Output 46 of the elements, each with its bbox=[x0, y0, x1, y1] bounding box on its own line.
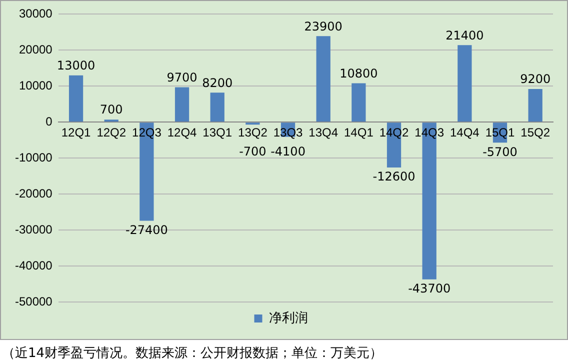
bar bbox=[316, 36, 330, 122]
data-label: 9200 bbox=[520, 72, 551, 86]
y-tick-label: -30000 bbox=[14, 222, 53, 236]
y-tick-label: 10000 bbox=[18, 78, 53, 92]
x-tick-label: 13Q4 bbox=[308, 126, 338, 140]
bar bbox=[528, 89, 542, 122]
x-tick-label: 12Q4 bbox=[167, 126, 198, 140]
data-label: 21400 bbox=[446, 28, 484, 42]
data-label: -27400 bbox=[125, 222, 168, 237]
data-label: 23900 bbox=[304, 19, 342, 34]
x-tick-label: 14Q3 bbox=[414, 126, 444, 140]
x-tick-label: 13Q3 bbox=[273, 126, 304, 140]
data-label: -5700 bbox=[482, 144, 518, 159]
y-tick-label: -50000 bbox=[14, 294, 53, 308]
data-label: -4100 bbox=[270, 144, 306, 158]
x-tick-label: 13Q1 bbox=[202, 126, 232, 140]
x-tick-label: 12Q1 bbox=[61, 126, 92, 140]
y-tick-label: 20000 bbox=[18, 42, 53, 56]
y-tick-label: -20000 bbox=[14, 186, 53, 200]
data-label: 13000 bbox=[56, 58, 96, 72]
y-tick-label: -40000 bbox=[14, 258, 53, 272]
data-label: -700 bbox=[239, 144, 266, 158]
text: （近14财季盈亏情况。数据来源：公开财报数据；单位：万美元） bbox=[1, 345, 384, 362]
bar bbox=[458, 45, 472, 122]
bar bbox=[68, 75, 84, 122]
data-label: 8200 bbox=[202, 76, 233, 90]
bar bbox=[210, 92, 224, 122]
y-tick-label: -10000 bbox=[14, 150, 53, 164]
data-label: 10800 bbox=[340, 66, 378, 80]
y-tick-label: 30000 bbox=[18, 6, 53, 21]
y-tick-label: 0 bbox=[46, 114, 53, 128]
data-label: 700 bbox=[100, 102, 123, 117]
x-tick-label: 14Q2 bbox=[379, 126, 410, 140]
x-tick-label: 15Q2 bbox=[520, 126, 550, 140]
bar bbox=[352, 83, 366, 122]
x-tick-label: 14Q4 bbox=[450, 126, 480, 140]
legend-label: 净利润 bbox=[268, 310, 308, 326]
x-tick-label: 12Q2 bbox=[96, 126, 126, 140]
x-tick-label: 13Q2 bbox=[238, 126, 268, 140]
x-tick-label: 12Q3 bbox=[132, 126, 162, 140]
x-tick-label: 15Q1 bbox=[485, 126, 516, 140]
x-tick-label: 14Q1 bbox=[344, 126, 374, 140]
data-label: 9700 bbox=[166, 70, 198, 84]
data-label: -12600 bbox=[372, 170, 416, 184]
bar bbox=[174, 87, 190, 122]
data-label: -43700 bbox=[408, 281, 451, 296]
